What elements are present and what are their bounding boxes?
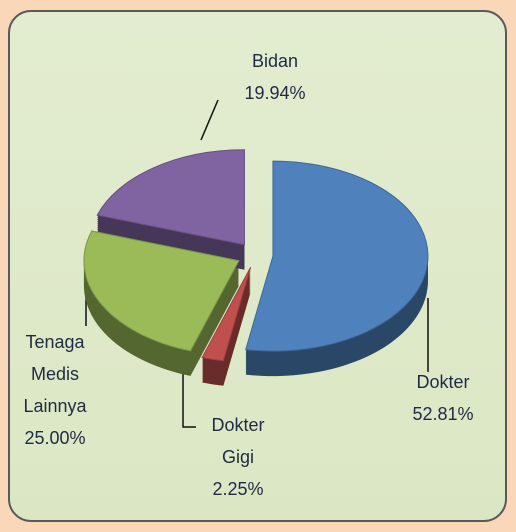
- value-label: 25.00%: [24, 428, 85, 448]
- value-label: 2.25%: [212, 479, 263, 499]
- category-label: Bidan: [252, 51, 298, 71]
- leader-line: [200, 99, 219, 141]
- labels: Dokter 52.81% Dokter Gigi 2.25% Tenaga Medis La…: [23, 51, 473, 499]
- plot-panel: [8, 10, 507, 522]
- slice: [96, 149, 245, 246]
- category-label: Dokter: [416, 372, 469, 392]
- pie: [83, 149, 429, 386]
- leader-lines: [85, 99, 429, 428]
- category-label: Tenaga Medis Lainnya: [23, 332, 87, 416]
- slice: [201, 266, 252, 362]
- leader-line: [182, 372, 196, 428]
- value-label: 52.81%: [412, 404, 473, 424]
- category-label: Dokter Gigi: [211, 415, 264, 467]
- value-label: 19.94%: [244, 83, 305, 103]
- slice: [83, 230, 240, 352]
- slice: [245, 160, 429, 352]
